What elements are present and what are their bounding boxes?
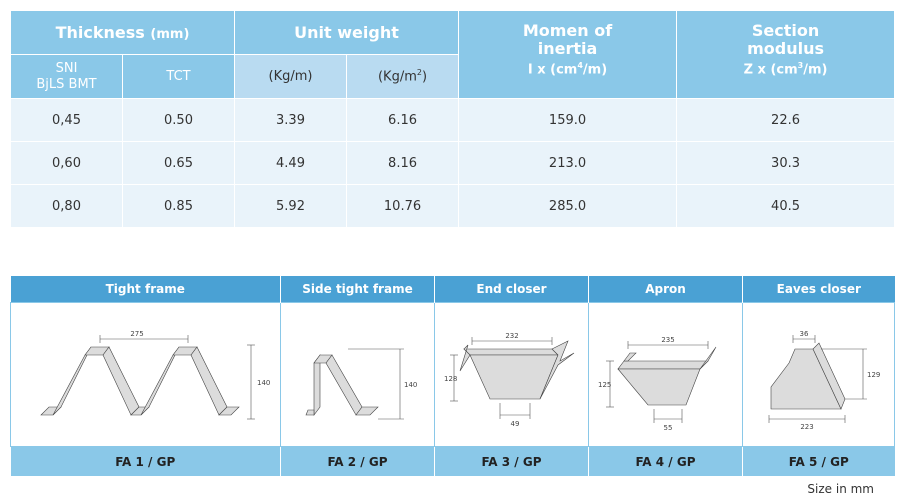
profile-code-fa3: FA 3 / GP — [434, 446, 589, 476]
tight-frame-drawing: 275 140 — [10, 302, 281, 447]
cell-kgm2: 6.16 — [346, 98, 460, 142]
svg-text:128: 128 — [444, 375, 457, 383]
svg-text:275: 275 — [130, 330, 143, 338]
inertia-unit: I x (cm4/m) — [527, 60, 608, 78]
svg-text:129: 129 — [867, 371, 880, 379]
cell-zx: 22.6 — [676, 98, 896, 142]
cell-tct: 0.65 — [121, 141, 236, 185]
cell-sni: 0,45 — [10, 98, 123, 142]
profile-name-tight-frame: Tight frame — [10, 276, 281, 303]
thickness-title: Thickness — [55, 23, 145, 42]
cell-tct: 0.50 — [121, 98, 236, 142]
thickness-unit: (mm) — [150, 27, 190, 42]
inertia-title-line2: inertia — [537, 38, 598, 58]
cell-kgm: 3.39 — [234, 98, 348, 142]
end-closer-drawing: 232 128 49 — [434, 302, 589, 447]
inertia-header: Momen of inertia I x (cm4/m) — [458, 10, 678, 99]
profile-code-fa1: FA 1 / GP — [10, 446, 281, 476]
modulus-header: Section modulus Z x (cm3/m) — [676, 10, 896, 99]
svg-text:140: 140 — [404, 381, 417, 389]
profile-name-eaves-closer: Eaves closer — [742, 276, 895, 303]
spec-table: Thickness (mm) Unit weight Momen of iner… — [9, 10, 896, 228]
kgm2-header: (Kg/m2) — [346, 54, 460, 99]
profile-code-fa4: FA 4 / GP — [588, 446, 743, 476]
modulus-title-line1: Section — [751, 20, 820, 40]
cell-kgm2: 10.76 — [346, 184, 460, 228]
cell-ix: 213.0 — [458, 141, 678, 185]
sni-bmt-header: SNI BjLS BMT — [10, 54, 123, 99]
cell-ix: 159.0 — [458, 98, 678, 142]
cell-kgm2: 8.16 — [346, 141, 460, 185]
cell-sni: 0,80 — [10, 184, 123, 228]
svg-text:232: 232 — [505, 332, 518, 340]
cell-kgm: 5.92 — [234, 184, 348, 228]
thickness-header: Thickness (mm) — [9, 10, 236, 55]
cell-kgm: 4.49 — [234, 141, 348, 185]
side-tight-frame-drawing: 140 — [280, 302, 435, 447]
svg-text:223: 223 — [800, 423, 813, 431]
table-row: 0,45 0.50 3.39 6.16 159.0 22.6 — [10, 98, 896, 142]
kgm-header: (Kg/m) — [234, 54, 348, 99]
cell-ix: 285.0 — [458, 184, 678, 228]
cell-zx: 40.5 — [676, 184, 896, 228]
svg-text:125: 125 — [598, 381, 611, 389]
modulus-unit: Z x (cm3/m) — [743, 60, 828, 78]
inertia-title-line1: Momen of — [522, 20, 613, 40]
eaves-closer-drawing: 36 129 223 — [742, 302, 895, 447]
apron-drawing: 235 125 55 — [588, 302, 743, 447]
svg-text:36: 36 — [799, 330, 808, 338]
profile-name-end-closer: End closer — [434, 276, 589, 303]
svg-text:235: 235 — [661, 336, 674, 344]
profiles-panel: Tight frame Side tight frame End closer … — [10, 276, 895, 476]
modulus-title-line2: modulus — [747, 38, 824, 58]
svg-text:49: 49 — [510, 420, 519, 428]
profile-name-side-tight-frame: Side tight frame — [280, 276, 435, 303]
profile-name-apron: Apron — [588, 276, 743, 303]
unit-weight-title: Unit weight — [294, 23, 399, 42]
table-row: 0,80 0.85 5.92 10.76 285.0 40.5 — [10, 184, 896, 228]
profile-code-fa5: FA 5 / GP — [742, 446, 895, 476]
cell-zx: 30.3 — [676, 141, 896, 185]
cell-sni: 0,60 — [10, 141, 123, 185]
cell-tct: 0.85 — [121, 184, 236, 228]
table-row: 0,60 0.65 4.49 8.16 213.0 30.3 — [10, 141, 896, 185]
profile-code-fa2: FA 2 / GP — [280, 446, 435, 476]
tct-header: TCT — [121, 54, 236, 99]
unit-weight-header: Unit weight — [234, 10, 460, 55]
svg-text:55: 55 — [663, 424, 672, 432]
size-note: Size in mm — [807, 482, 874, 496]
svg-text:140: 140 — [257, 379, 270, 387]
profiles-table: Tight frame Side tight frame End closer … — [10, 276, 895, 476]
